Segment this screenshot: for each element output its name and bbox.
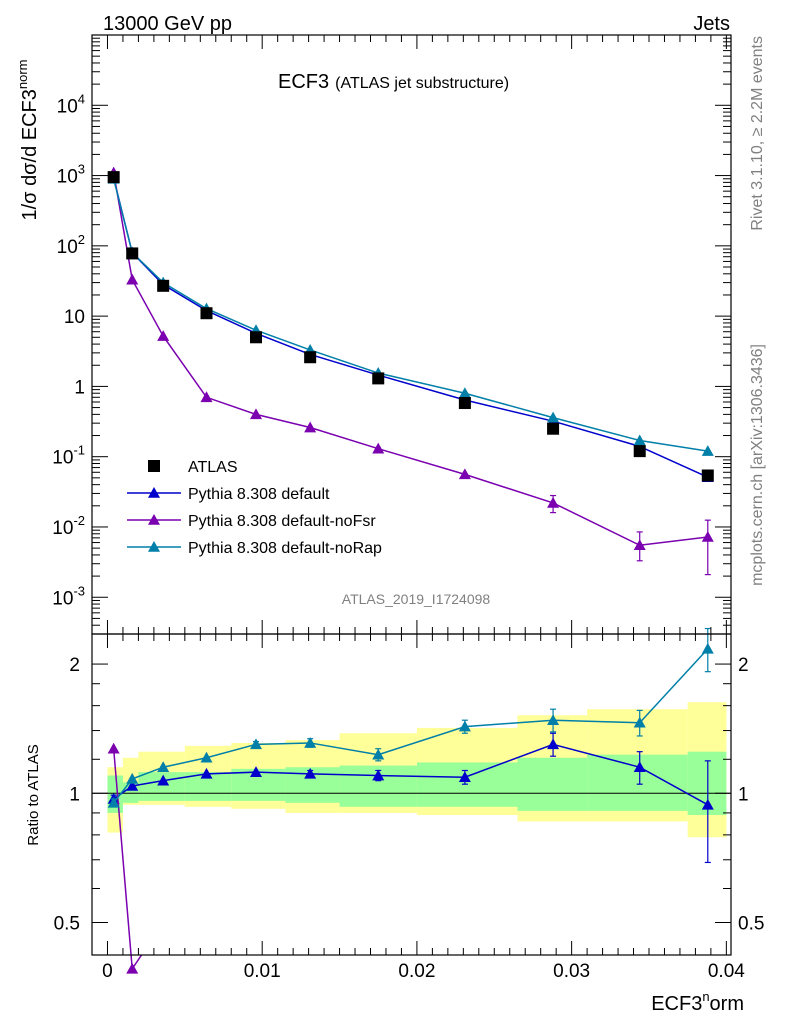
- legend-marker-triangle: [148, 514, 160, 525]
- data-point-atlas: [372, 372, 385, 385]
- ratio-series-point: [633, 761, 646, 773]
- data-point-atlas: [250, 331, 263, 344]
- main-series-point: [547, 411, 560, 423]
- main-series-point: [458, 468, 471, 480]
- main-y-tick-label: 104: [57, 91, 85, 117]
- ratio-series-point: [701, 642, 714, 654]
- main-y-tick-label: 10: [64, 307, 85, 328]
- ratio-panel-series: [107, 627, 714, 974]
- main-series-point: [701, 445, 714, 456]
- legend-label: ATLAS: [188, 459, 238, 476]
- ratio-series-point: [126, 962, 139, 974]
- ratio-y-tick-label-left: 2: [69, 655, 80, 676]
- legend-marker-triangle: [148, 487, 160, 498]
- data-point-atlas: [701, 469, 714, 482]
- legend-label: Pythia 8.308 default-noFsr: [188, 513, 376, 530]
- main-series-point: [304, 421, 317, 433]
- main-series-point: [372, 442, 385, 454]
- main-series-point: [250, 408, 263, 420]
- energy-label: 13000 GeV pp: [103, 13, 232, 35]
- ratio-y-tick-label-left: 0.5: [54, 913, 80, 934]
- data-point-atlas: [633, 445, 646, 458]
- y-axis-label-ratio: Ratio to ATLAS: [25, 744, 42, 845]
- data-point-atlas: [304, 351, 317, 364]
- ratio-y-tick-label-right: 2: [738, 655, 749, 676]
- ratio-series-point: [200, 767, 213, 779]
- legend-marker-square: [148, 460, 160, 472]
- ratio-y-tick-label-right: 1: [738, 784, 749, 805]
- legend-label: Pythia 8.308 default: [188, 486, 330, 503]
- x-tick-label: 0.01: [244, 961, 281, 982]
- axis-tick-labels: 0 0.01 0.02 0.03 0.0410410310210110-110-210-…: [52, 91, 764, 982]
- process-label: Jets: [693, 13, 730, 35]
- main-series-point: [633, 434, 646, 446]
- ratio-series-point: [701, 798, 714, 810]
- ratio-series-point: [547, 738, 560, 750]
- ratio-series-point: [372, 769, 385, 781]
- x-tick-label: 0.02: [398, 961, 435, 982]
- x-axis-label: ECF3norm: [651, 989, 744, 1015]
- data-point-atlas: [157, 279, 170, 292]
- ratio-series-point: [458, 720, 471, 732]
- legend-entry: Pythia 8.308 default-noRap: [127, 540, 382, 557]
- legend-entry: Pythia 8.308 default: [127, 486, 330, 503]
- analysis-id-label: ATLAS_2019_I1724098: [342, 591, 491, 607]
- ratio-series-point: [157, 774, 170, 786]
- plot-title: ECF3 (ATLAS jet substructure): [278, 71, 509, 93]
- ratio-series-point: [107, 742, 120, 754]
- ratio-series-point: [458, 771, 471, 783]
- main-y-tick-label: 10-2: [52, 513, 85, 539]
- y-axis-label-main: 1/σ dσ/d ECF3norm: [15, 59, 41, 220]
- data-point-atlas: [107, 171, 120, 184]
- ratio-series-point: [633, 716, 646, 728]
- legend-label: Pythia 8.308 default-noRap: [188, 540, 382, 557]
- data-point-atlas: [458, 397, 471, 410]
- main-panel-series: [107, 166, 714, 576]
- ratio-series-point: [107, 796, 120, 808]
- ratio-series-point: [372, 748, 385, 760]
- ratio-series-point: [304, 736, 317, 748]
- ratio-series-point: [250, 738, 263, 750]
- plot-title-sub: (ATLAS jet substructure): [335, 75, 509, 92]
- ratio-series-point: [126, 779, 139, 791]
- legend-entry: ATLAS: [148, 459, 238, 476]
- ratio-series-point: [250, 766, 263, 777]
- mcplots-label: mcplots.cern.ch [arXiv:1306.3436]: [749, 344, 766, 586]
- ratio-y-tick-label-right: 0.5: [738, 913, 764, 934]
- ratio-series-point: [157, 761, 170, 773]
- ratio-band-stat-bin: [138, 772, 185, 801]
- main-y-tick-label: 10-3: [52, 583, 85, 609]
- x-tick-label: 0.04: [708, 961, 745, 982]
- main-series-point: [126, 273, 139, 285]
- plot-title-main: ECF3: [278, 71, 329, 93]
- main-y-tick-label: 103: [57, 162, 85, 188]
- ratio-y-tick-label-left: 1: [69, 784, 80, 805]
- main-y-tick-label: 10-1: [52, 443, 85, 469]
- main-y-tick-label: 102: [57, 232, 85, 258]
- ratio-series-point: [200, 751, 213, 763]
- data-point-atlas: [126, 247, 139, 260]
- axes-frames: [91, 34, 732, 956]
- x-tick-label: 0.03: [553, 961, 590, 982]
- ratio-series-point: [126, 772, 139, 784]
- legend-entry: Pythia 8.308 default-noFsr: [127, 513, 376, 530]
- data-point-atlas: [547, 422, 560, 435]
- main-series-point: [200, 391, 213, 403]
- main-y-tick-label: 1: [74, 377, 85, 398]
- ratio-panel-frame: [91, 633, 732, 956]
- ratio-series-point: [304, 767, 317, 779]
- x-tick-label: 0: [102, 961, 113, 982]
- rivet-label: Rivet 3.1.10, ≥ 2.2M events: [749, 36, 766, 231]
- ratio-band-stat-bin: [517, 757, 588, 811]
- main-series-line: [112, 177, 709, 478]
- axis-ticks: [92, 34, 731, 955]
- legend: ATLAS Pythia 8.308 default Pythia 8.308 de…: [127, 459, 382, 557]
- ratio-band-stat-bin: [587, 754, 688, 811]
- main-series-point: [157, 330, 170, 341]
- main-series-point: [458, 387, 471, 399]
- ratio-series-point: [547, 714, 560, 725]
- data-point-atlas: [200, 307, 213, 320]
- legend-marker-triangle: [148, 541, 160, 552]
